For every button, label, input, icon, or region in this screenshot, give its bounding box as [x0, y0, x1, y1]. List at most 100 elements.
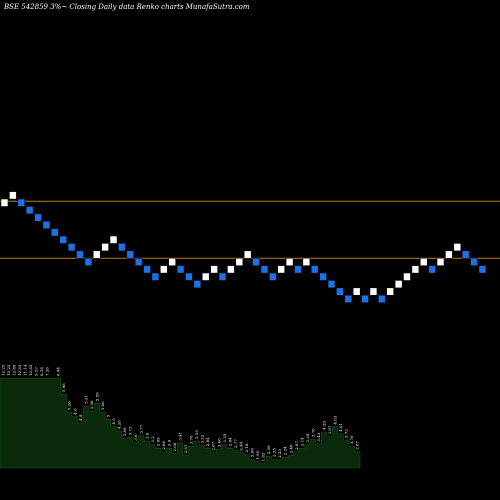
volume-label: 6.44: [56, 367, 61, 376]
renko-brick-up: [0, 198, 9, 207]
renko-brick-down: [151, 272, 160, 281]
renko-brick-down: [185, 272, 193, 281]
renko-brick-up: [445, 250, 453, 259]
volume-label: 2.44: [238, 441, 243, 450]
volume-label: 12.89: [11, 364, 16, 376]
volume-label: 2.39: [266, 445, 271, 454]
volume-label: 2.68: [172, 442, 177, 451]
volume-label: 2.67: [211, 441, 216, 450]
renko-brick-down: [428, 265, 436, 274]
renko-brick-down: [470, 257, 478, 267]
volume-label: 5: [106, 414, 111, 417]
volume-label: 3.72: [344, 429, 349, 438]
renko-brick-up: [101, 243, 109, 252]
volume-label: 2.48: [288, 444, 293, 453]
volume-label: 3.76: [310, 428, 315, 437]
renko-brick-up: [243, 250, 252, 259]
volume-label: 2.24: [283, 446, 288, 455]
volume-label: 3.76: [349, 435, 354, 444]
volume-label: 3.22: [200, 434, 205, 443]
renko-brick-up: [9, 191, 17, 200]
volume-label: 12.83: [17, 364, 22, 376]
volume-label: 5.59: [94, 392, 99, 401]
volume-area: [0, 377, 361, 469]
volume-label: 2.35: [272, 448, 277, 457]
renko-brick-down: [361, 294, 369, 304]
volume-label: 5.06: [100, 401, 105, 410]
renko-brick-up: [92, 250, 101, 259]
renko-brick-down: [461, 250, 470, 259]
renko-brick-up: [436, 257, 445, 267]
volume-label: 2.9: [166, 439, 171, 446]
renko-brick-down: [59, 235, 68, 244]
volume-label: 5.26: [67, 401, 72, 410]
volume-label: 4.01: [338, 423, 343, 432]
renko-brick-down: [478, 265, 487, 274]
renko-brick-down: [378, 294, 386, 304]
renko-brick-down: [17, 198, 26, 207]
volume-label: 3.41: [178, 432, 183, 441]
renko-brick-up: [235, 257, 244, 267]
volume-label: 11.14: [22, 364, 27, 376]
volume-label: 2.87: [294, 440, 299, 449]
volume-label: 2.81: [183, 444, 188, 453]
renko-brick-up: [168, 257, 176, 267]
renko-brick-down: [126, 250, 135, 259]
volume-label: 8.18: [39, 367, 44, 376]
volume-label: 2.84: [227, 437, 232, 446]
renko-brick-down: [143, 265, 151, 274]
volume-label: 12.22: [6, 364, 11, 376]
volume-label: 4.63: [333, 415, 338, 424]
renko-brick-up: [201, 272, 210, 281]
renko-brick-down: [193, 280, 202, 289]
volume-label: 2.23: [277, 449, 282, 458]
volume-label: 3.6: [144, 432, 149, 439]
renko-brick-down: [134, 257, 143, 267]
volume-label: 3.14: [299, 437, 304, 446]
renko-brick-down: [218, 272, 227, 281]
volume-label: 3.77: [139, 424, 144, 433]
renko-brick-up: [210, 265, 218, 274]
volume-label: 3.73: [128, 426, 133, 435]
volume-label: 2.66: [161, 440, 166, 449]
renko-brick-down: [118, 243, 126, 252]
volume-label: 1.95: [255, 450, 260, 459]
renko-brick-up: [285, 257, 294, 267]
renko-brick-down: [336, 287, 344, 296]
chart-title: BSE 542859 3%~ Closing Daily data Renko …: [3, 3, 250, 11]
volume-label: 4.4: [78, 414, 83, 421]
volume-label: 3.43: [316, 432, 321, 441]
volume-label: 3.76: [189, 435, 194, 444]
renko-brick-up: [386, 287, 395, 296]
renko-brick-up: [394, 280, 403, 289]
volume-label: 7.26: [45, 367, 50, 376]
volume-label: 2.87: [355, 440, 360, 449]
renko-bricks: [0, 191, 487, 304]
renko-brick-up: [227, 265, 235, 274]
volume-label: 2.84: [205, 437, 210, 446]
renko-brick-down: [310, 265, 319, 274]
volume-label: 1.83: [261, 452, 266, 461]
volume-label: 4.6: [72, 408, 77, 415]
volume-label: 3.89: [122, 427, 127, 436]
renko-brick-down: [42, 220, 51, 229]
volume-label: 3.55: [194, 430, 199, 439]
renko-brick-down: [344, 294, 353, 304]
volume-label: 2.89: [155, 437, 160, 446]
renko-brick-down: [76, 250, 84, 259]
renko-brick-down: [252, 257, 260, 267]
renko-brick-up: [160, 265, 168, 274]
renko-brick-up: [352, 287, 361, 296]
volume-label: 2.66: [216, 438, 221, 447]
volume-labels: 12.25 12.22 12.89 12.83 11.14 10.83 9.57 8.18 7.…: [0, 364, 359, 461]
renko-brick-up: [302, 257, 311, 267]
volume-label: 4.29: [322, 421, 327, 430]
volume-label: 3.2: [150, 436, 155, 443]
renko-brick-down: [260, 265, 269, 274]
renko-brick-up: [419, 257, 428, 267]
renko-brick-down: [25, 206, 34, 215]
volume-label: 3.97: [327, 425, 332, 434]
renko-brick-up: [109, 235, 118, 244]
renko-brick-up: [277, 265, 286, 274]
